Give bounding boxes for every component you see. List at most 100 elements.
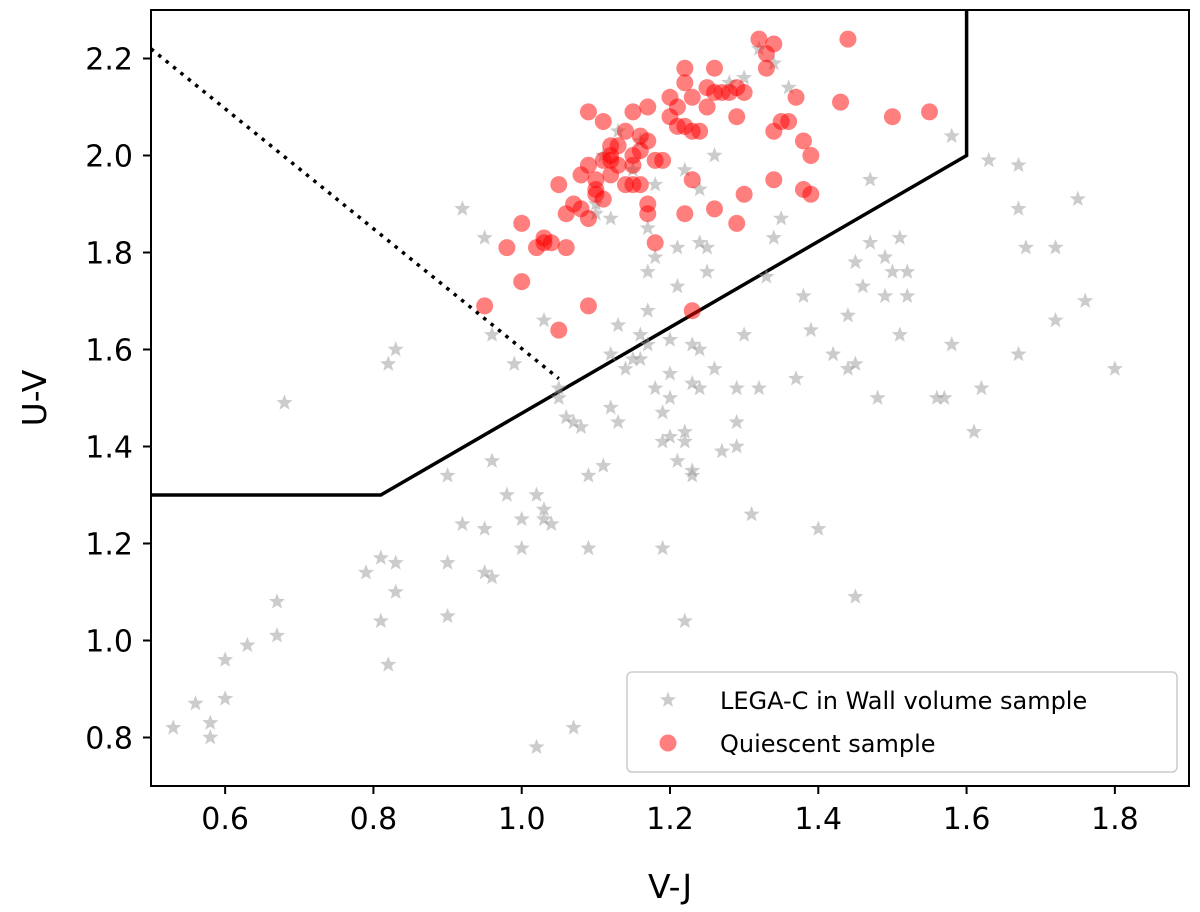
data-point-star (1047, 311, 1064, 328)
data-point-circle (624, 103, 642, 121)
data-point-star (602, 399, 619, 415)
data-point-star (691, 341, 708, 357)
data-point-star (587, 205, 604, 221)
data-point-star (854, 277, 871, 294)
legend-label-lega-c: LEGA-C in Wall volume sample (720, 687, 1087, 715)
data-point-star (839, 307, 856, 323)
data-point-star (699, 239, 716, 255)
data-point-circle (476, 297, 494, 315)
data-point-star (543, 515, 560, 531)
data-point-star (750, 379, 768, 396)
data-point-circle (757, 59, 775, 77)
data-point-circle (728, 108, 746, 126)
data-point-star (439, 607, 456, 624)
data-point-star (202, 714, 219, 730)
data-point-star (876, 248, 894, 265)
data-point-star (454, 200, 471, 216)
data-point-star (699, 263, 716, 279)
data-point-star (669, 239, 686, 255)
data-point-star (691, 180, 708, 197)
x-tick-label: 1.8 (1091, 802, 1139, 837)
data-point-star (484, 452, 501, 468)
data-point-circle (765, 35, 783, 53)
x-tick-label: 0.8 (350, 802, 398, 837)
y-tick-label: 1.8 (85, 237, 133, 272)
y-tick-label: 1.6 (85, 334, 133, 369)
data-point-circle (631, 176, 649, 194)
data-point-star (580, 467, 597, 483)
data-point-circle (513, 214, 531, 232)
data-point-star (535, 501, 552, 517)
data-point-star (357, 564, 375, 580)
x-axis-label: V-J (648, 867, 692, 906)
data-point-star (647, 248, 664, 265)
data-point-star (580, 539, 597, 556)
data-point-star (602, 210, 619, 226)
data-point-circle (780, 113, 798, 131)
data-point-star (595, 457, 612, 473)
data-point-star (276, 394, 293, 410)
data-point-star (1106, 360, 1123, 376)
data-point-circle (735, 185, 753, 203)
data-point-star (558, 408, 575, 425)
data-point-star (639, 302, 656, 318)
legend-box (626, 671, 1178, 773)
data-point-star (891, 326, 908, 342)
data-point-star (535, 510, 552, 527)
x-tick-label: 1.4 (794, 802, 842, 837)
data-point-star (217, 651, 234, 667)
data-point-star (602, 345, 619, 362)
data-point-star (862, 234, 879, 250)
y-axis-label: U-V (15, 369, 54, 426)
data-point-circle (579, 210, 597, 228)
data-point-star (743, 505, 760, 522)
y-tick-label: 1.2 (85, 528, 133, 563)
data-point-star (484, 569, 501, 585)
data-point-circle (609, 137, 627, 155)
data-point-star (484, 326, 501, 342)
x-tick-label: 1.0 (498, 802, 546, 837)
x-tick-label: 1.2 (646, 802, 694, 837)
data-point-star (639, 263, 656, 279)
data-point-star (476, 520, 493, 536)
data-point-circle (832, 93, 850, 111)
data-point-star (936, 389, 953, 405)
selection-boundary (151, 10, 969, 497)
y-tick-label: 2.0 (85, 140, 133, 175)
data-point-circle (728, 214, 746, 232)
data-point-star (1010, 345, 1027, 362)
data-point-star (691, 379, 708, 396)
data-point-star (980, 151, 997, 168)
data-point-star (691, 234, 708, 250)
data-point-star (899, 263, 916, 279)
data-point-circle (624, 156, 642, 174)
data-point-circle (639, 205, 657, 223)
data-point-circle (705, 59, 723, 77)
legend-circle-symbol (659, 734, 677, 752)
data-point-star (439, 467, 456, 483)
data-point-star (706, 147, 723, 163)
legend-label-quiescent: Quiescent sample (720, 730, 936, 758)
data-point-circle (683, 88, 701, 106)
data-point-star (639, 219, 656, 236)
legend-marker-circle (659, 734, 677, 752)
data-point-star (632, 350, 649, 367)
data-point-circle (513, 273, 531, 291)
data-point-star (825, 345, 842, 362)
data-point-star (847, 355, 864, 371)
data-point-circle (676, 59, 694, 77)
data-point-star (773, 210, 790, 226)
y-tick-label: 1.4 (85, 431, 133, 466)
data-point-circle (668, 98, 686, 116)
data-point-star (387, 341, 404, 357)
data-point-star (632, 326, 649, 342)
data-point-star (684, 374, 701, 391)
data-point-star (528, 738, 545, 755)
quiescent-boundary-line (151, 10, 969, 497)
data-point-star (535, 311, 552, 328)
data-point-star (165, 719, 182, 735)
data-point-circle (550, 321, 568, 339)
data-point-star (973, 379, 990, 396)
data-point-star (610, 316, 627, 333)
data-point-star (862, 171, 879, 187)
